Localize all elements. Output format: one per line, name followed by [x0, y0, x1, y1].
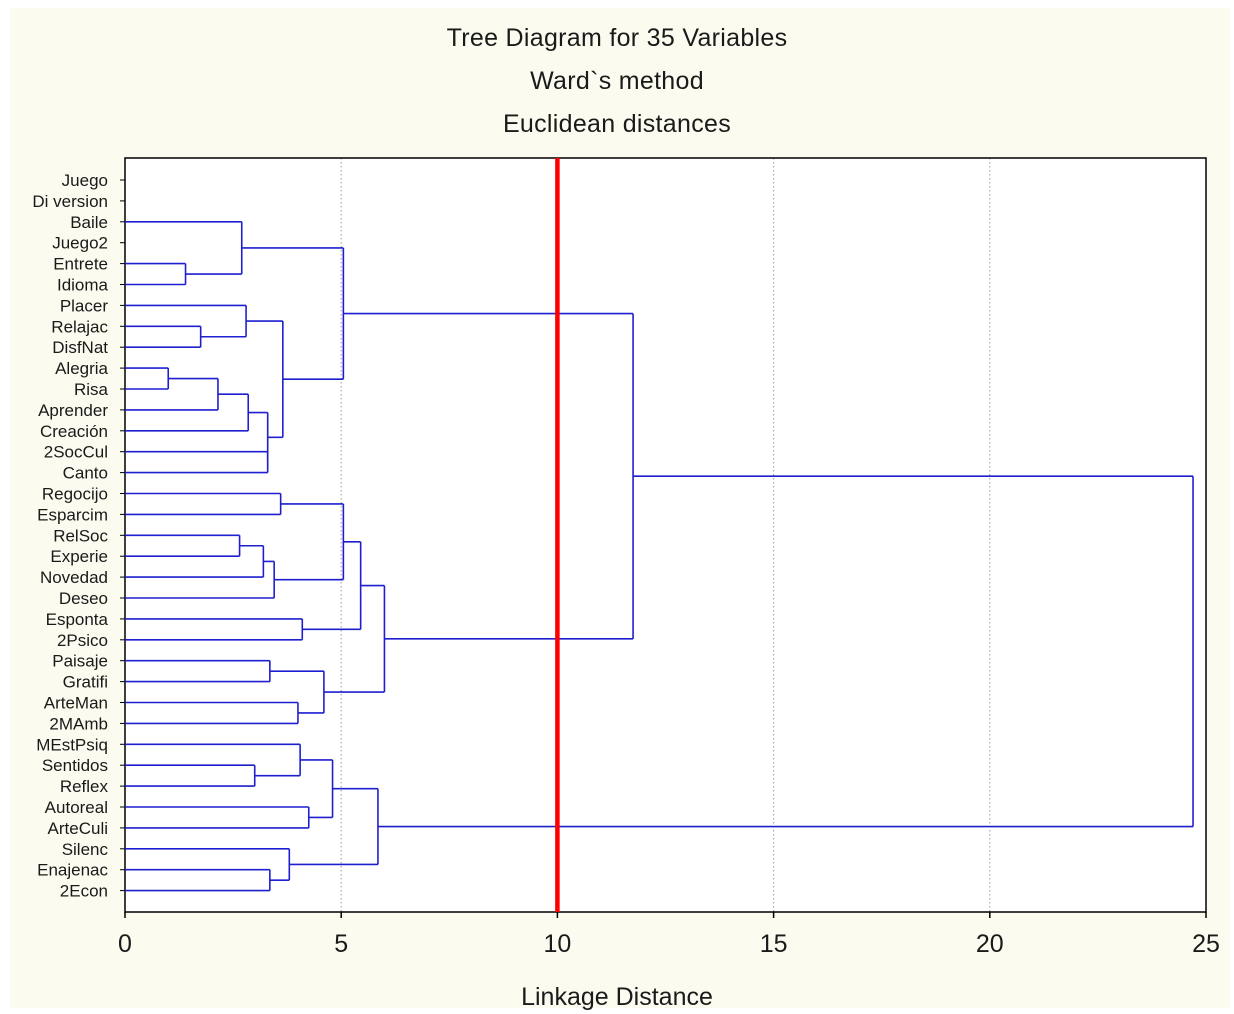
leaf-label-reflex: Reflex [60, 777, 109, 796]
plot-area [125, 158, 1206, 912]
x-axis-label: Linkage Distance [521, 983, 713, 1011]
leaf-label-disfnat: DisfNat [52, 338, 108, 357]
leaf-label-regocijo: Regocijo [42, 485, 108, 504]
leaf-label-deseo: Deseo [59, 589, 108, 608]
chart-subtitle-method: Ward`s method [530, 67, 704, 95]
leaf-label-alegria: Alegria [55, 359, 108, 378]
leaf-label-idioma: Idioma [57, 276, 109, 295]
leaf-label-esparcim: Esparcim [37, 505, 108, 524]
leaf-label-2psico: 2Psico [57, 631, 108, 650]
leaf-label-2soccul: 2SocCul [44, 443, 108, 462]
leaf-label-relajac: Relajac [51, 317, 108, 336]
leaf-label-juego2: Juego2 [52, 234, 108, 253]
leaf-label-paisaje: Paisaje [52, 652, 108, 671]
leaf-label-risa: Risa [74, 380, 109, 399]
x-tick-label-5: 5 [334, 930, 348, 958]
leaf-label-baile: Baile [70, 213, 108, 232]
leaf-label-arteman: ArteMan [44, 694, 108, 713]
leaf-label-entrete: Entrete [53, 255, 108, 274]
chart-title: Tree Diagram for 35 Variables [446, 24, 788, 52]
x-tick-label-20: 20 [976, 930, 1004, 958]
leaf-label-2econ: 2Econ [60, 882, 108, 901]
leaf-label-silenc: Silenc [62, 840, 109, 859]
leaf-label-canto: Canto [63, 464, 108, 483]
leaf-label-gratifi: Gratifi [63, 673, 108, 692]
x-tick-label-25: 25 [1192, 930, 1220, 958]
leaf-label-experie: Experie [50, 547, 108, 566]
x-tick-label-15: 15 [760, 930, 788, 958]
leaf-label-esponta: Esponta [46, 610, 109, 629]
leaf-label-2mamb: 2MAmb [49, 714, 108, 733]
chart-subtitle-distance: Euclidean distances [502, 110, 732, 138]
leaf-label-mestpsiq: MEstPsiq [36, 735, 108, 754]
leaf-label-enajenac: Enajenac [37, 861, 108, 880]
x-tick-label-0: 0 [118, 930, 132, 958]
leaf-label-arteculi: ArteCuli [48, 819, 108, 838]
leaf-label-placer: Placer [60, 296, 109, 315]
x-tick-label-10: 10 [543, 930, 571, 958]
leaf-label-sentidos: Sentidos [42, 756, 108, 775]
leaf-label-creaci-n: Creación [40, 422, 108, 441]
leaf-label-novedad: Novedad [40, 568, 108, 587]
leaf-label-juego: Juego [62, 171, 108, 190]
leaf-label-diversion: Di version [32, 192, 108, 211]
leaf-label-autoreal: Autoreal [45, 798, 108, 817]
leaf-label-aprender: Aprender [38, 401, 108, 420]
leaf-label-relsoc: RelSoc [53, 526, 108, 545]
